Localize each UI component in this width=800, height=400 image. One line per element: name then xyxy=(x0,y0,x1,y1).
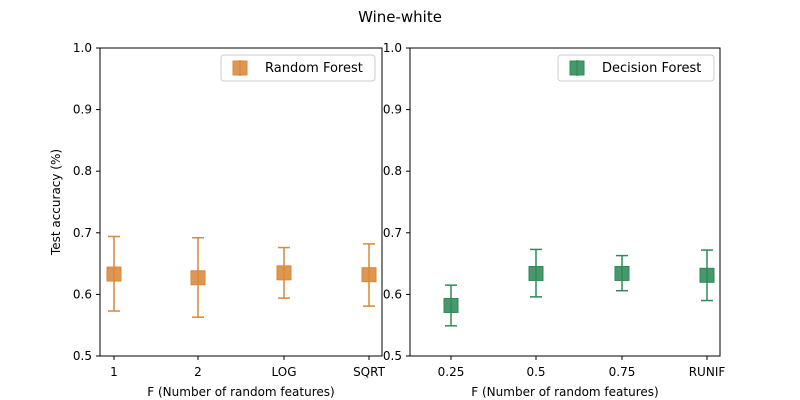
data-point-marker xyxy=(528,265,544,281)
y-tick-label: 1.0 xyxy=(383,41,402,55)
y-tick-label: 1.0 xyxy=(73,41,92,55)
legend-box xyxy=(220,54,376,82)
x-tick-label: 0.75 xyxy=(609,365,636,379)
legend-label: Random Forest xyxy=(265,61,363,76)
data-point-marker xyxy=(361,267,377,283)
y-tick-label: 0.9 xyxy=(73,103,92,117)
legend-box xyxy=(557,54,715,82)
y-tick-label: 0.7 xyxy=(383,226,402,240)
data-point-marker xyxy=(443,297,459,313)
chart-panel-right: 0.5 0.6 0.7 0.8 0.9 1.0 0.25 0.5 0.75 RUNIF F (Num… xyxy=(383,41,725,399)
y-tick-label: 0.8 xyxy=(383,164,402,178)
x-tick-label: LOG xyxy=(271,365,296,379)
axes-frame xyxy=(99,47,383,357)
data-point-marker xyxy=(190,270,206,286)
x-tick-label: SQRT xyxy=(353,365,386,379)
y-tick-label: 0.6 xyxy=(383,287,402,301)
y-tick-label: 0.9 xyxy=(383,103,402,117)
data-point-marker xyxy=(106,266,122,282)
y-tick-label: 0.7 xyxy=(73,226,92,240)
y-tick-label: 0.6 xyxy=(73,287,92,301)
x-tick-label: 2 xyxy=(194,365,202,379)
x-axis-label: F (Number of random features) xyxy=(147,385,334,399)
x-tick-label: 0.5 xyxy=(526,365,545,379)
x-axis-label: F (Number of random features) xyxy=(471,385,658,399)
y-tick-label: 0.5 xyxy=(383,349,402,363)
data-point-marker xyxy=(614,265,630,281)
figure-suptitle: Wine-white xyxy=(358,8,442,26)
chart-panel-left: 0.5 0.6 0.7 0.8 0.9 1.0 1 2 LOG SQRT F (Number of … xyxy=(49,41,386,399)
x-tick-label: RUNIF xyxy=(689,365,726,379)
axes-frame xyxy=(409,47,721,357)
x-tick-label: 1 xyxy=(110,365,118,379)
data-point-marker xyxy=(276,265,292,281)
y-tick-label: 0.5 xyxy=(73,349,92,363)
x-tick-label: 0.25 xyxy=(438,365,465,379)
y-axis-label: Test accuracy (%) xyxy=(49,149,63,256)
y-tick-label: 0.8 xyxy=(73,164,92,178)
data-point-marker xyxy=(699,267,715,283)
legend-label: Decision Forest xyxy=(602,61,701,76)
